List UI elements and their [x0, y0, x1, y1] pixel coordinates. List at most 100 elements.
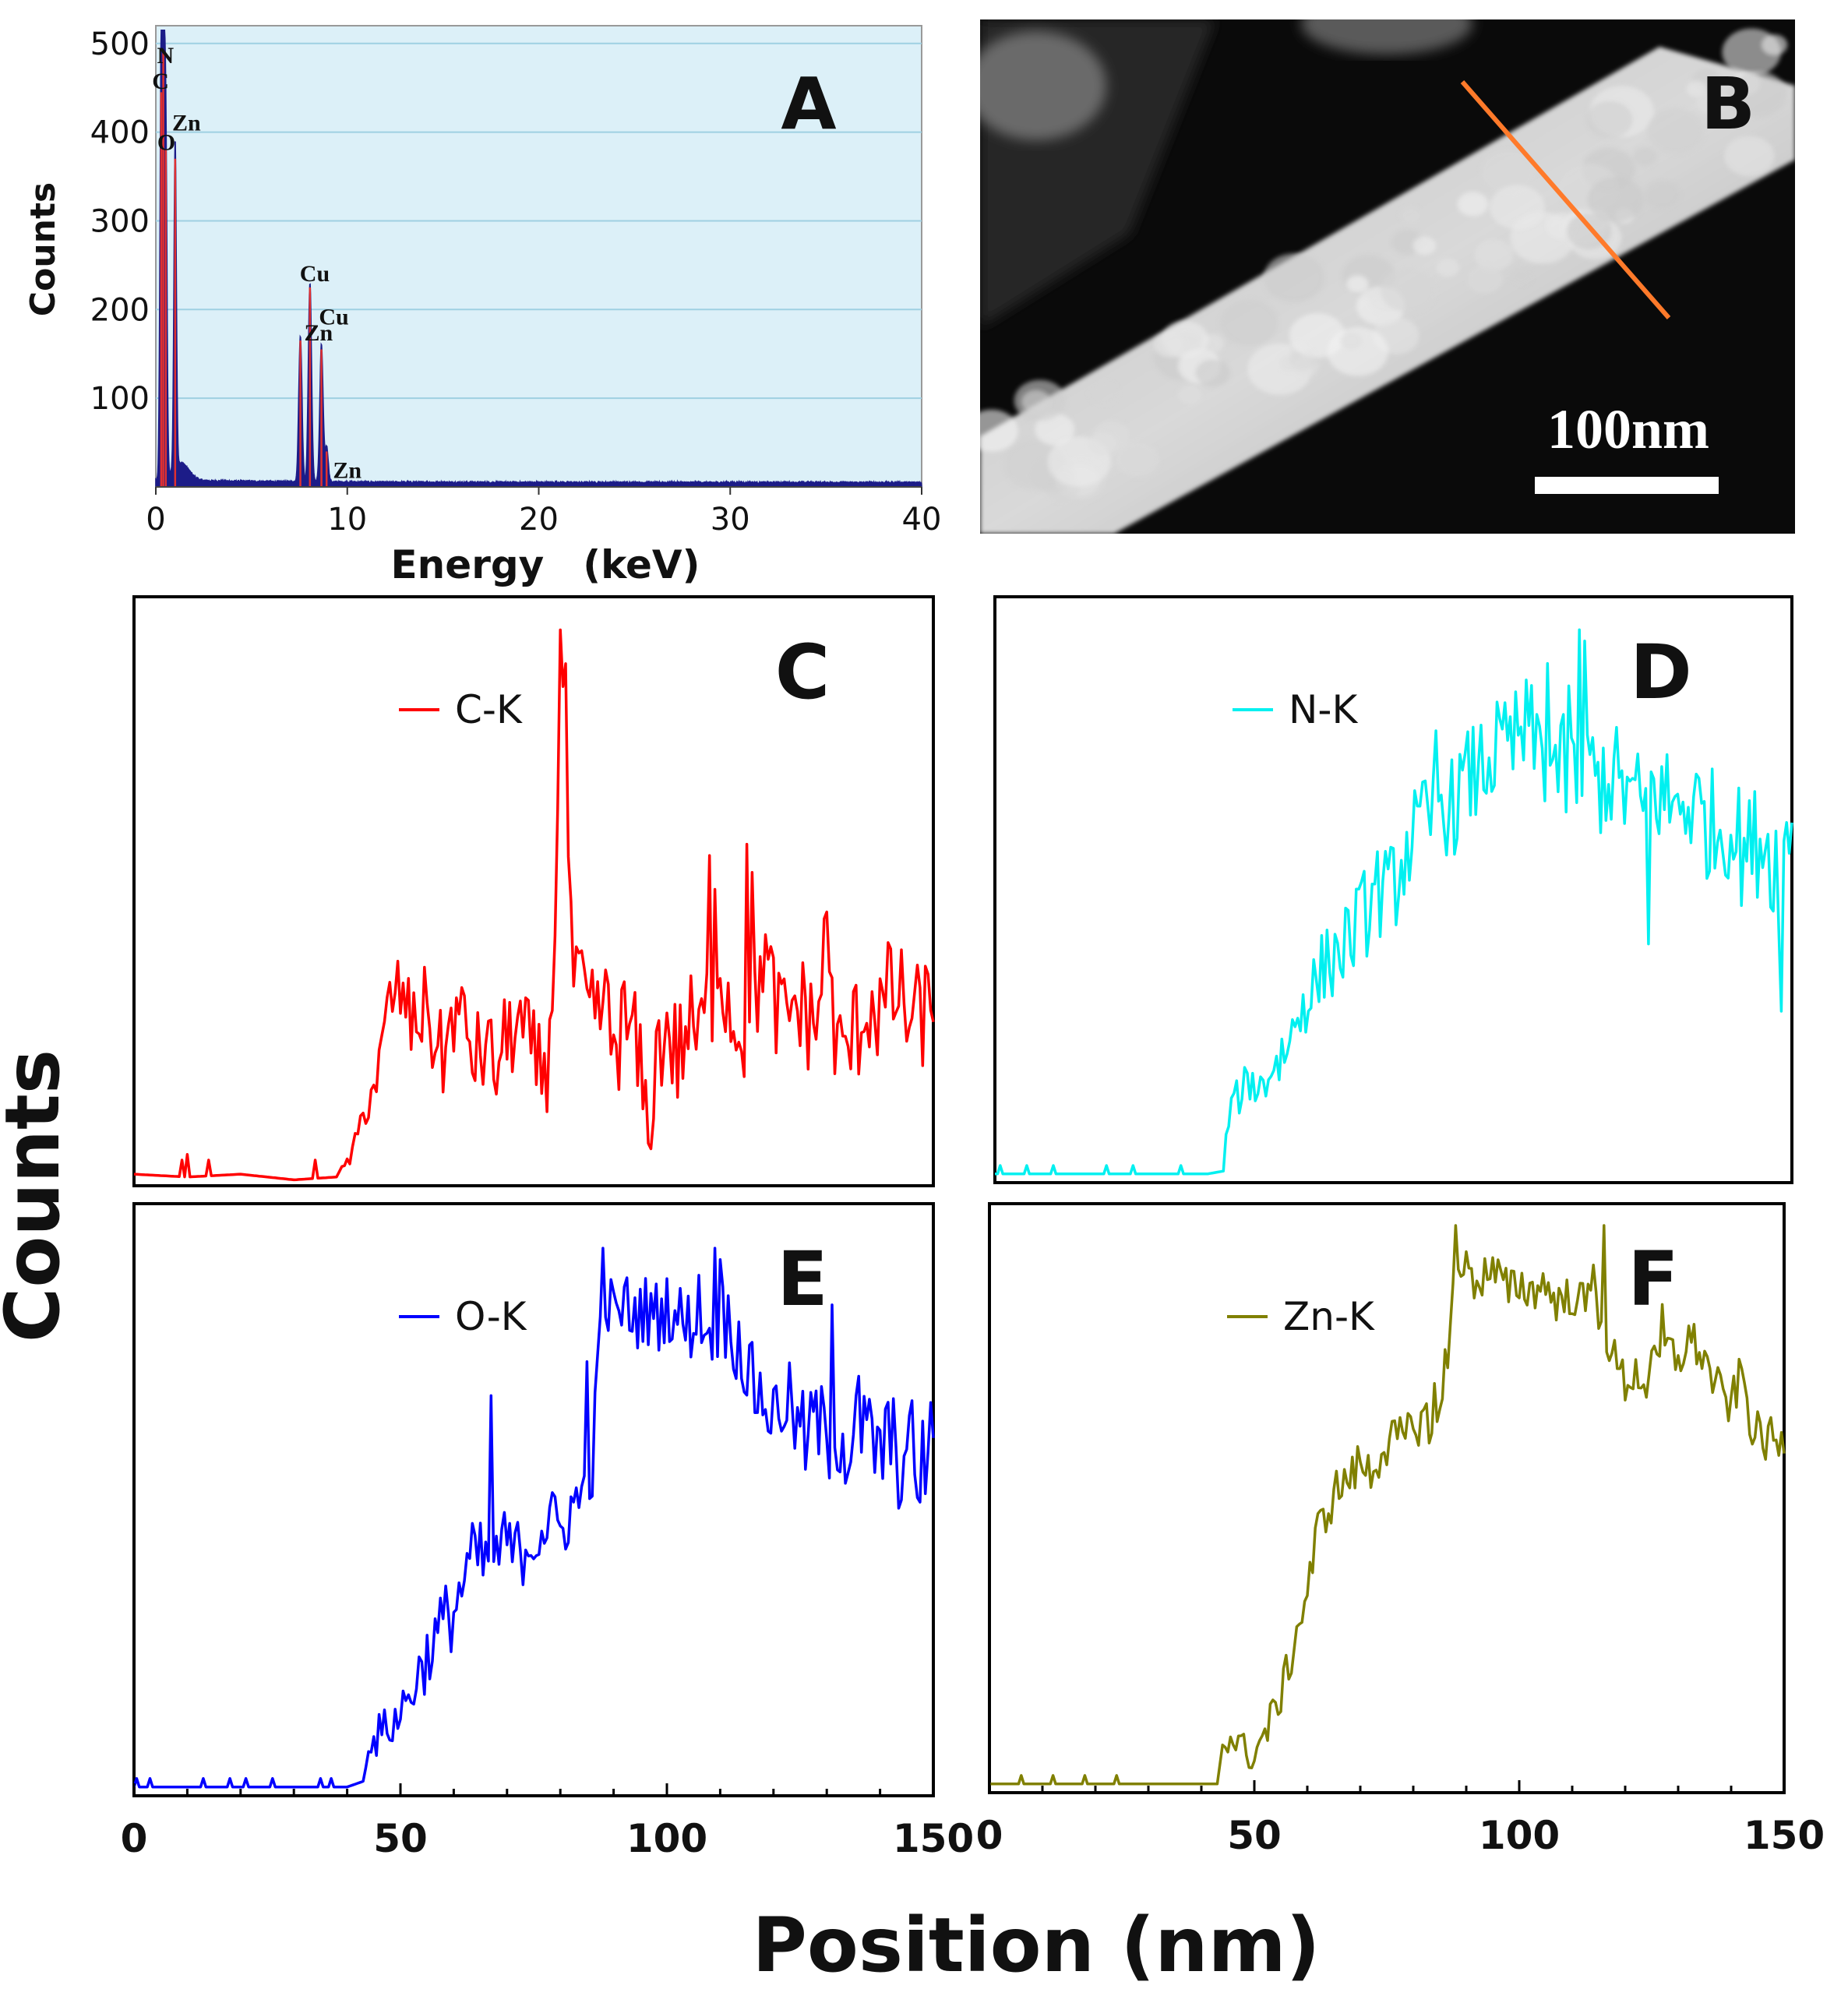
x-tick-label: 50 [373, 1816, 428, 1861]
x-tick-label: 0 [976, 1813, 1003, 1858]
shared-y-axis-label: Counts [0, 1049, 76, 1342]
nanorod-particle [1381, 268, 1436, 313]
legend-label: O-K [455, 1294, 527, 1339]
spectrum-peak-label: Cu [319, 305, 348, 330]
profile-frame [132, 595, 935, 1187]
nanorod-particle [1220, 299, 1278, 346]
spectrum-x-tick-label: 40 [902, 502, 942, 538]
spectrum-peak-label: Cu [300, 261, 330, 287]
profile-trace [995, 628, 1793, 1176]
spectrum-peak-label: N [157, 43, 174, 69]
profile-frame [988, 1202, 1786, 1794]
spectrum-x-tick-label: 30 [711, 502, 750, 538]
panel-label: F [1628, 1236, 1679, 1323]
panel-label-a: A [781, 62, 836, 146]
nanorod-particle [1457, 192, 1489, 217]
spectrum-y-tick-label: 500 [90, 26, 150, 62]
nanorod-particle [1633, 146, 1657, 167]
nanorod-particle [1088, 432, 1117, 456]
panel-label: E [777, 1236, 828, 1323]
profile-trace [132, 1247, 935, 1789]
legend-label: C-K [455, 687, 523, 732]
spectrum-curve [155, 29, 922, 488]
profile-panel-c: C-K C [132, 595, 935, 1187]
nanorod-particle [1178, 385, 1202, 404]
panel-label: D [1630, 629, 1692, 716]
nanorod-particle [1474, 239, 1514, 271]
nanorod-particle [1695, 90, 1726, 115]
spectrum-axes: 0 10 20 30 40 100 200 300 400 500 [90, 26, 942, 538]
nanorod-particles [980, 28, 1788, 503]
legend-label: N-K [1289, 687, 1358, 732]
spectrum-x-tick-label: 0 [146, 502, 165, 538]
nanorod-particle [1116, 442, 1160, 478]
x-tick-label: 50 [1227, 1813, 1282, 1858]
x-tick-label: 0 [121, 1816, 148, 1861]
nanorod-particle [1090, 382, 1120, 405]
nanorod-particle [1400, 206, 1422, 224]
x-tick-label: 100 [1479, 1813, 1560, 1858]
micrograph-blob [1301, 19, 1472, 55]
spectrum-peak-label: Zn [172, 110, 201, 136]
profile-panel-e: O-K E 0 50 100 150 [121, 1202, 974, 1861]
panel-label: C [775, 629, 830, 716]
nanorod-particle [1510, 266, 1532, 285]
scale-bar [1535, 477, 1719, 494]
nanorod-particle [1724, 136, 1775, 177]
profile-frame [993, 595, 1793, 1184]
spectrum-plot-area [155, 25, 922, 488]
nanorod-particle [1264, 253, 1324, 302]
nanorod-particle [1035, 413, 1075, 446]
nanorod-particle [1686, 80, 1707, 97]
nanorod-particle [1480, 150, 1536, 194]
panel-label-b: B [1701, 62, 1755, 146]
profile-trace [133, 628, 935, 1182]
profile-frame [132, 1202, 935, 1797]
shared-x-axis-label: Position (nm) [753, 1902, 1321, 1989]
x-tick-label: 150 [893, 1816, 974, 1861]
nanorod-particle [1587, 177, 1644, 222]
nanorod-particle [1293, 356, 1320, 377]
spectrum-x-tick-label: 20 [519, 502, 559, 538]
nanorod-particle [1412, 236, 1437, 256]
profile-trace [989, 1224, 1786, 1786]
line-scan-profiles: C-K C N-K D O-K E 0 50 100 150 Zn-K F 0 50 100 150 [121, 595, 1825, 1861]
nanorod-particle [1436, 258, 1460, 277]
nanorod-particle [980, 409, 1018, 452]
spectrum-y-tick-label: 400 [90, 115, 150, 151]
panel-b-micrograph: B 100nm [980, 19, 1795, 534]
spectrum-y-tick-label: 200 [90, 292, 150, 328]
line-scan-path [1460, 80, 1671, 319]
spectrum-x-tick-label: 10 [327, 502, 367, 538]
spectrum-gridlines [156, 42, 922, 400]
nanorod-particle [1014, 379, 1067, 421]
nanorod-particle [1340, 332, 1363, 350]
profile-panel-d: N-K D [993, 595, 1793, 1184]
spectrum-y-axis-label: Counts [23, 182, 63, 316]
nanorod-particle [1646, 108, 1704, 154]
spectrum-area [155, 29, 922, 488]
legend-label: Zn-K [1283, 1294, 1375, 1339]
spectrum-peak-label: Zn [333, 458, 361, 484]
x-tick-label: 100 [626, 1816, 707, 1861]
nanorod-particle [1195, 359, 1230, 387]
spectrum-peak-label: O [157, 129, 175, 155]
nanorod-particle [1490, 185, 1545, 230]
nanorod-particle [1761, 34, 1788, 55]
x-tick-label: 150 [1744, 1813, 1825, 1858]
spectrum-peak-label: Zn [305, 320, 333, 346]
spectrum-y-tick-label: 300 [90, 203, 150, 239]
scale-bar-label: 100nm [1547, 398, 1709, 460]
nanorod-particle [1154, 332, 1186, 358]
nanorod-particle [1466, 265, 1504, 294]
nanorod-particle [1645, 181, 1680, 210]
micrograph-blob [980, 31, 1106, 140]
spectrum-y-tick-label: 100 [90, 381, 150, 417]
profile-panel-f: Zn-K F 0 50 100 150 [976, 1202, 1825, 1858]
nanorod-particle [1346, 275, 1369, 293]
nanorod-particle [1729, 71, 1786, 118]
spectrum-x-axis-label: Energy (keV) [391, 542, 700, 587]
